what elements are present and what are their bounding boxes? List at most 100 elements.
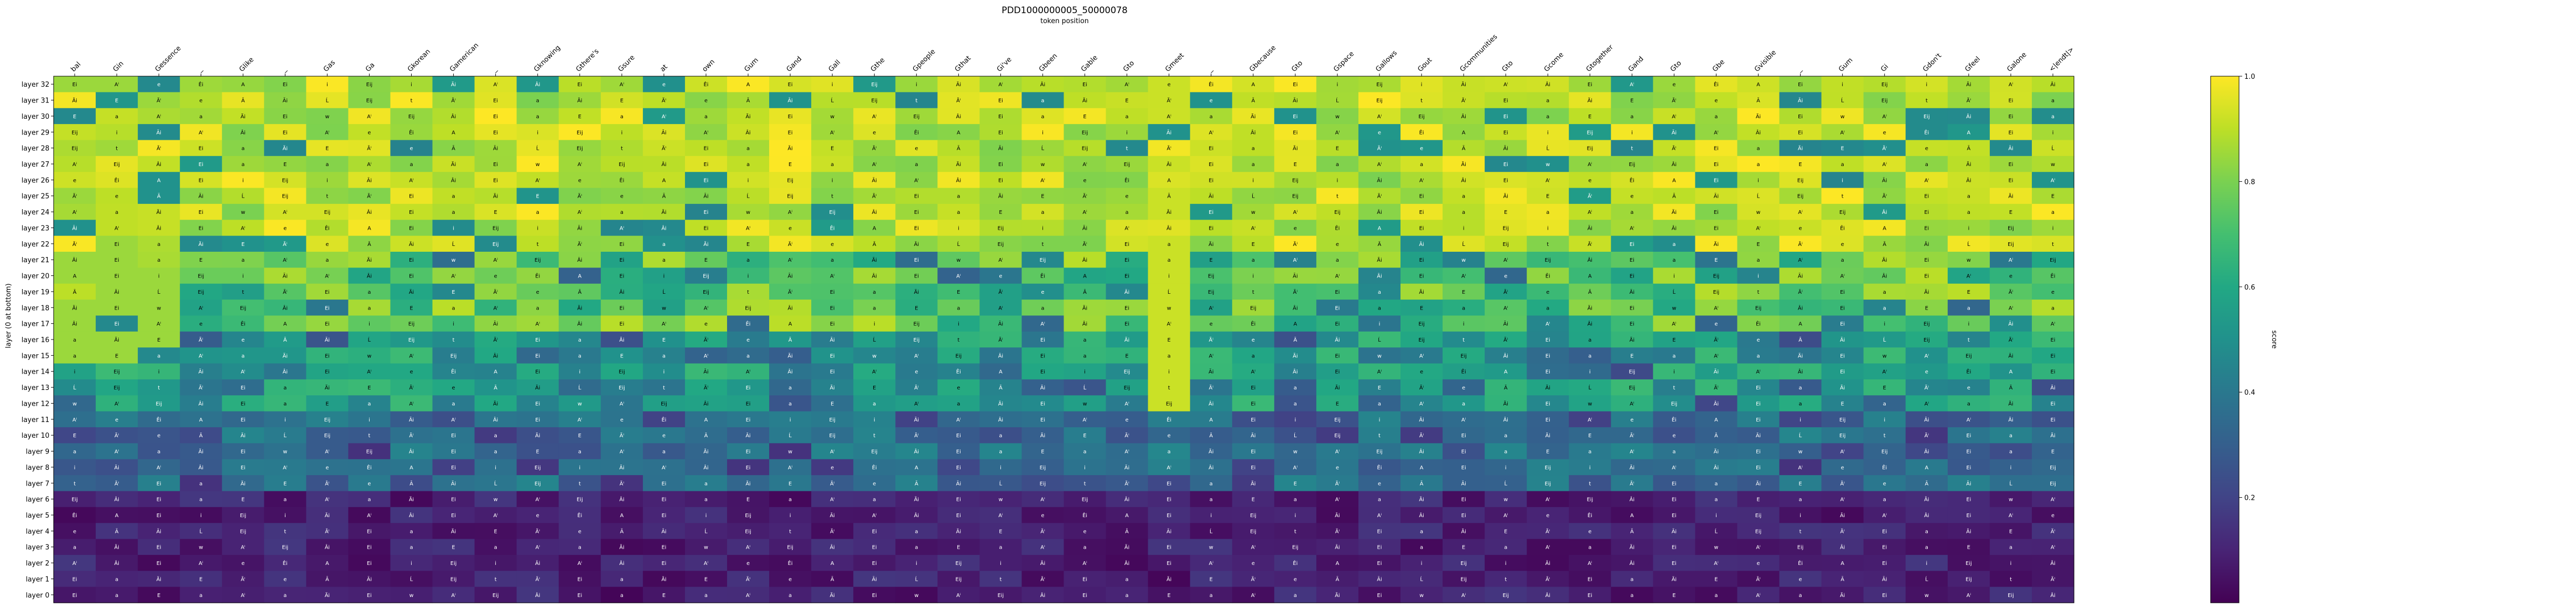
cell-label: a — [957, 194, 960, 200]
heatmap-cell — [1863, 92, 1906, 109]
heatmap-cell — [1989, 172, 2032, 189]
cell-label: Ãi — [198, 241, 203, 248]
heatmap-cell — [895, 203, 938, 220]
heatmap-cell — [474, 220, 517, 236]
heatmap-cell — [1316, 108, 1359, 125]
cell-label: Eij — [408, 114, 415, 120]
cell-label: E — [410, 305, 413, 311]
cell-label: Ei — [872, 561, 877, 567]
cell-label: Aⁱ — [1924, 178, 1929, 183]
cell-label: Ei — [1040, 401, 1045, 407]
cell-label: Ĺ — [1041, 145, 1045, 152]
heatmap-cell — [684, 140, 728, 157]
cell-label: Aⁱ — [1040, 497, 1045, 503]
cell-label: Āi — [745, 432, 751, 439]
cell-label: Ei — [872, 593, 877, 599]
cell-label: E — [1546, 449, 1549, 455]
cell-label: A — [241, 82, 245, 88]
cell-label: Êi — [1966, 368, 1971, 375]
cell-label: i — [621, 130, 622, 136]
cell-label: Eij — [1082, 146, 1088, 152]
cell-label: Ei — [956, 449, 961, 455]
cell-label: a — [2051, 98, 2054, 104]
cell-label: Ei — [1672, 513, 1677, 519]
cell-label: Eij — [1797, 194, 1804, 200]
heatmap-cell — [1779, 172, 1822, 189]
cell-label: A — [1378, 225, 1382, 231]
cell-label: E — [2009, 529, 2012, 534]
cell-label: Aⁱ — [1209, 353, 1213, 359]
heatmap-grid: Ei Aⁱ e Êi A Ei i Eij i Āi Aⁱ Âi Ei Aⁱ e Êi A Ei i Eij i Āi Aⁱ… — [53, 76, 2074, 603]
cell-label: a — [73, 449, 76, 455]
cell-label: a — [1294, 385, 1297, 391]
cell-label: Aⁱ — [1082, 162, 1087, 168]
cell-label: Ĺ — [747, 193, 750, 200]
cell-label: Āi — [2008, 145, 2013, 152]
cell-label: Ei — [1924, 225, 1929, 231]
cell-label: Aⁱ — [1125, 449, 1129, 455]
cell-label: Ei — [1167, 561, 1171, 567]
heatmap-cell — [1485, 76, 1527, 92]
heatmap-cell — [937, 76, 980, 92]
cell-label: a — [578, 337, 581, 343]
cell-label: Ei — [1588, 593, 1592, 599]
cell-label: a — [1799, 593, 1802, 599]
cell-label: Eij — [1629, 385, 1635, 391]
cell-label: Ĺ — [831, 97, 834, 104]
heatmap-cell — [1611, 203, 1653, 220]
heatmap-cell — [1443, 76, 1485, 92]
cell-label: Aⁱ — [1882, 114, 1887, 120]
cell-label: Āi — [1377, 575, 1382, 582]
cell-label: w — [1461, 258, 1466, 263]
cell-label: Āi — [1840, 512, 1845, 519]
cell-label: Ei — [1335, 290, 1340, 295]
heatmap-cell — [1106, 92, 1149, 109]
cell-label: i — [1000, 561, 1001, 567]
cell-label: Ei — [241, 417, 246, 423]
cell-label: Ãⁱ — [1125, 480, 1129, 487]
heatmap-cell — [895, 172, 938, 189]
heatmap-cell — [979, 76, 1023, 92]
cell-label: Âi — [956, 177, 962, 183]
heatmap-cell — [96, 92, 138, 109]
cell-label: Aⁱ — [1756, 593, 1761, 599]
cell-label: Eij — [829, 210, 835, 215]
x-tick-label: Gbe — [1711, 58, 1726, 74]
cell-label: i — [1337, 82, 1338, 88]
cell-label: a — [873, 497, 876, 503]
cell-label: Ãi — [1167, 575, 1172, 582]
heatmap-cell — [1863, 76, 1906, 92]
cell-label: Ei — [745, 465, 750, 471]
heatmap-cell — [54, 172, 96, 189]
heatmap-cell — [474, 156, 517, 172]
heatmap-cell — [1274, 140, 1317, 157]
cell-label: Ãi — [1672, 575, 1677, 582]
cell-label: Ā — [704, 432, 708, 439]
heatmap-cell — [642, 140, 686, 157]
cell-label: Āi — [914, 416, 919, 423]
cell-label: Ei — [115, 258, 119, 263]
cell-label: Âi — [367, 209, 372, 215]
cell-label: Âi — [451, 177, 456, 183]
cell-label: Eij — [703, 290, 709, 295]
cell-label: Ei — [1251, 417, 1255, 423]
heatmap-cell — [1821, 172, 1864, 189]
cell-label: Āi — [1798, 97, 1803, 104]
cell-label: w — [1040, 162, 1045, 168]
cell-label: Āi — [535, 384, 540, 391]
heatmap-cell — [1190, 156, 1233, 172]
cell-label: i — [1168, 369, 1170, 375]
cell-label: w — [1082, 401, 1087, 407]
cell-label: A — [1714, 417, 1718, 423]
cell-label: Ãi — [1503, 400, 1508, 407]
heatmap-cell — [1863, 172, 1906, 189]
cell-label: Ãⁱ — [157, 145, 161, 152]
cell-label: A — [452, 130, 455, 136]
heatmap-cell — [54, 108, 96, 125]
cell-label: a — [1168, 242, 1171, 248]
heatmap-cell — [1527, 92, 1569, 109]
cell-label: E — [915, 305, 918, 311]
cell-label: Ãⁱ — [1335, 528, 1340, 534]
cell-label: E — [704, 258, 708, 263]
heatmap-cell — [1569, 203, 1611, 220]
